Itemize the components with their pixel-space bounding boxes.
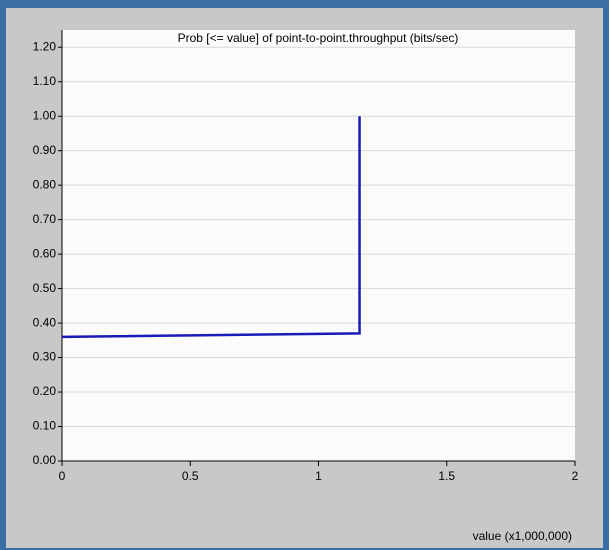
x-tick-label: 1 — [315, 469, 322, 483]
y-tick-label: 0.50 — [33, 281, 57, 295]
y-tick-label: 0.20 — [33, 384, 57, 398]
y-tick-label: 0.90 — [33, 143, 57, 157]
y-tick-label: 0.40 — [33, 315, 57, 329]
x-tick-label: 0 — [59, 469, 66, 483]
x-tick-label: 0.5 — [182, 469, 199, 483]
y-tick-label: 0.70 — [33, 212, 57, 226]
chart-title: Prob [<= value] of point-to-point.throug… — [178, 31, 459, 45]
y-tick-label: 1.10 — [33, 74, 57, 88]
plot-area — [62, 30, 575, 461]
y-tick-label: 0.10 — [33, 419, 57, 433]
y-tick-label: 0.60 — [33, 246, 57, 260]
y-tick-label: 0.80 — [33, 177, 57, 191]
y-tick-label: 1.20 — [33, 39, 57, 53]
data-line — [61, 116, 361, 339]
y-tick-label: 1.00 — [33, 108, 57, 122]
x-tick-label: 2 — [572, 469, 579, 483]
y-tick-label: 0.30 — [33, 350, 57, 364]
x-axis-label: value (x1,000,000) — [473, 529, 572, 543]
x-tick-label: 1.5 — [438, 469, 455, 483]
y-tick-label: 0.00 — [33, 453, 57, 467]
